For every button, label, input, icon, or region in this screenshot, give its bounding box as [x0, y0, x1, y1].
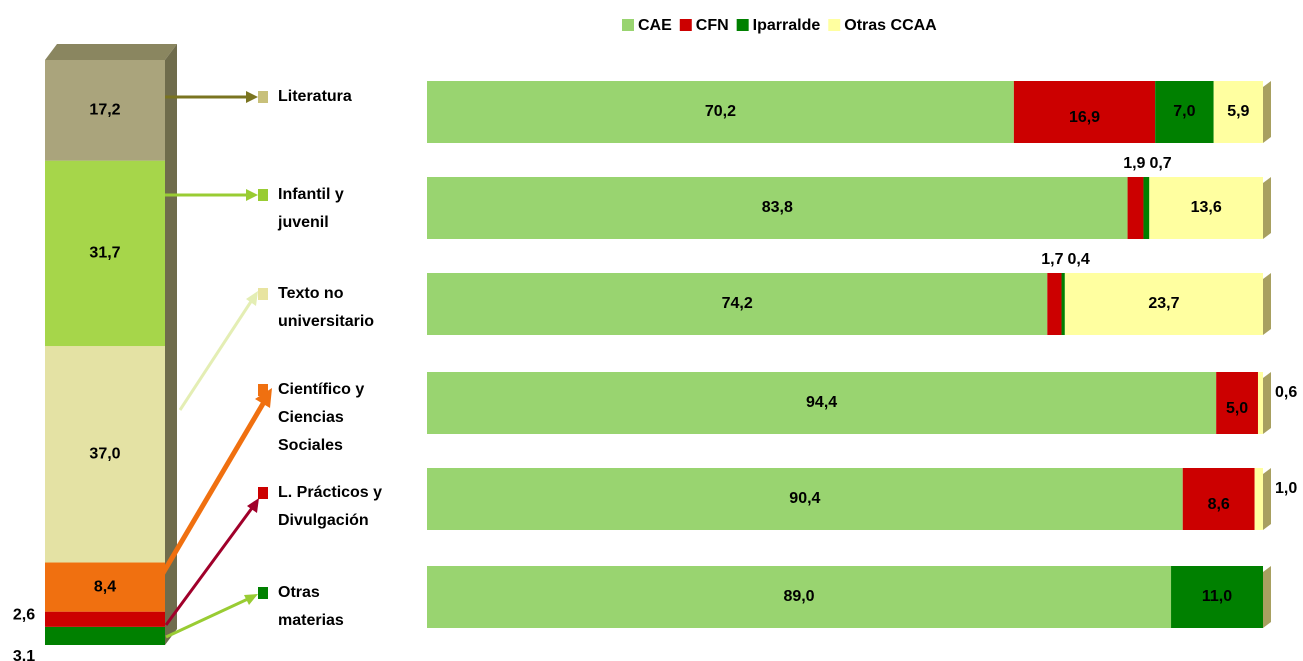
connector: [164, 507, 254, 626]
bar-segment: [427, 81, 1014, 143]
arrowhead: [246, 189, 258, 201]
value-label: 0,4: [1068, 251, 1090, 268]
bar-depth: [1263, 177, 1271, 239]
bar-segment: [1149, 177, 1263, 239]
legend-swatch: [679, 19, 692, 31]
value-label: 74,2: [722, 295, 753, 312]
value-label: 8,6: [1208, 496, 1230, 513]
bar-segment: [427, 468, 1183, 530]
bar-segment: [1143, 177, 1150, 239]
category-marker: [258, 587, 268, 599]
value-label: 16,9: [1069, 109, 1100, 126]
legend-label: CFN: [696, 17, 729, 34]
legend-label: CAE: [638, 17, 672, 34]
category-label: Científico y Ciencias Sociales: [278, 381, 364, 454]
arrowhead: [246, 291, 258, 306]
bar-segment: [1013, 81, 1156, 143]
bar-segment: [1213, 81, 1263, 143]
value-label: 8,4: [94, 578, 116, 595]
legend-label: Iparralde: [753, 17, 821, 34]
arrowhead: [246, 91, 258, 103]
column-segment: [45, 611, 165, 627]
bar-segment: [1216, 372, 1258, 434]
bar-segment: [1064, 273, 1263, 335]
value-label: 13,6: [1191, 199, 1222, 216]
bar-segment: [1061, 273, 1065, 335]
arrowhead: [244, 594, 258, 605]
value-label: 1,7: [1041, 251, 1063, 268]
connector: [165, 596, 251, 639]
column-segment: [45, 160, 165, 347]
category-marker: [258, 91, 268, 103]
bar-segment: [1155, 81, 1214, 143]
value-label: 23,7: [1148, 295, 1179, 312]
value-label: 94,4: [806, 394, 837, 411]
value-label: 83,8: [762, 199, 793, 216]
bar-depth: [1263, 81, 1271, 143]
bar-segment: [427, 566, 1172, 628]
connector: [178, 299, 254, 411]
value-label: 89,0: [783, 588, 814, 605]
bar-segment: [427, 177, 1128, 239]
value-label: 31,7: [89, 245, 120, 262]
value-label: 90,4: [789, 490, 820, 507]
bar-segment: [1182, 468, 1255, 530]
category-label: Texto no universitario: [278, 285, 374, 330]
value-label: 17,2: [89, 102, 120, 119]
value-label: 5,0: [1226, 400, 1248, 417]
bar-segment: [1127, 177, 1144, 239]
value-label: 1,0: [1275, 480, 1297, 497]
column-segment: [45, 346, 165, 563]
value-label: 7,0: [1173, 103, 1195, 120]
category-marker: [258, 384, 268, 396]
value-label: 0,6: [1275, 384, 1297, 401]
value-label: 0,7: [1149, 155, 1171, 172]
arrowhead: [247, 498, 259, 513]
column-segment: [45, 60, 165, 161]
value-label: 1,9: [1123, 155, 1145, 172]
column-segment: [45, 626, 165, 645]
value-label: 3,1: [13, 648, 35, 661]
bar-depth: [1263, 372, 1271, 434]
legend-label: Otras CCAA: [844, 17, 937, 34]
legend-swatch: [736, 19, 749, 31]
bar-segment: [427, 372, 1217, 434]
bar-depth: [1263, 273, 1271, 335]
value-label: 70,2: [705, 103, 736, 120]
bar-segment: [1047, 273, 1062, 335]
bar-segment: [1257, 372, 1263, 434]
bar-segment: [1254, 468, 1263, 530]
bar-depth: [1263, 468, 1271, 530]
category-label: L. Prácticos y Divulgación: [278, 484, 382, 529]
category-marker: [258, 189, 268, 201]
value-label: 2,6: [13, 606, 35, 623]
category-label: Otras materias: [278, 584, 344, 629]
value-label: 11,0: [1202, 588, 1232, 605]
column-segment: [45, 562, 165, 612]
connector: [153, 400, 267, 587]
legend-swatch: [622, 19, 634, 31]
category-label: Literatura: [278, 88, 352, 105]
legend-swatch: [828, 19, 841, 31]
bar-depth: [1263, 566, 1271, 628]
bar-segment: [427, 273, 1048, 335]
bar-segment: [1171, 566, 1263, 628]
value-label: 5,9: [1227, 103, 1249, 120]
value-label: 37,0: [89, 446, 120, 463]
category-marker: [258, 288, 268, 300]
column-top: [45, 44, 177, 60]
connectors: [153, 91, 272, 639]
category-marker: [258, 487, 268, 499]
category-label: Infantil y juvenil: [277, 186, 344, 231]
